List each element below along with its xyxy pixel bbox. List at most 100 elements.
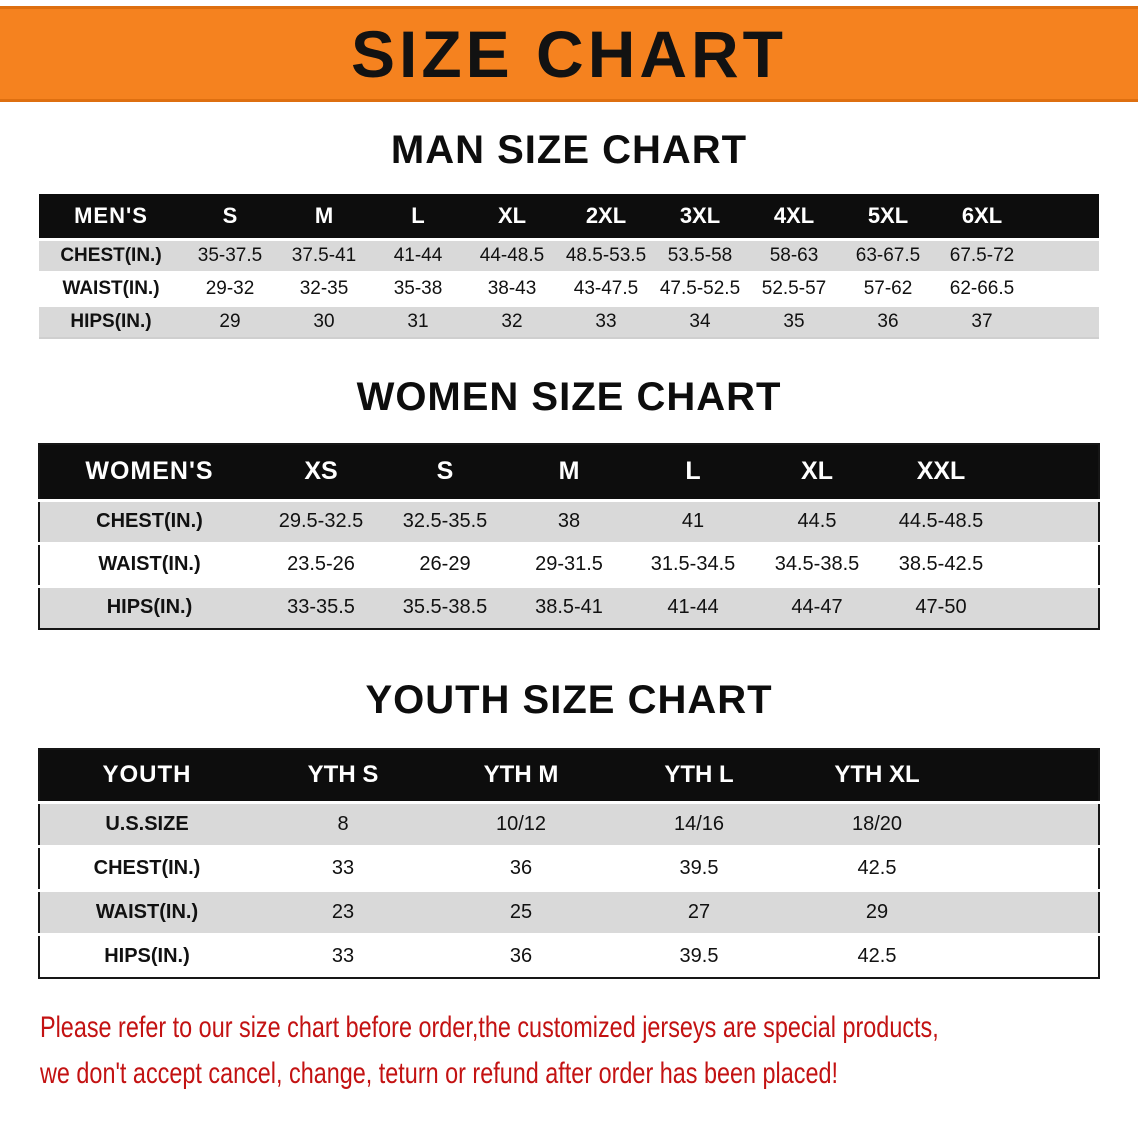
youth-table-corner-label: YOUTH bbox=[39, 749, 254, 802]
table-cell: 31.5-34.5 bbox=[631, 541, 755, 586]
order-policy-note-line2: we don't accept cancel, change, teturn o… bbox=[40, 1057, 838, 1090]
women-chest-row: CHEST(IN.) 29.5-32.5 32.5-35.5 38 41 44.… bbox=[39, 498, 1099, 543]
table-cell: 42.5 bbox=[788, 932, 966, 978]
table-cell: 8 bbox=[254, 800, 432, 846]
table-cell: 39.5 bbox=[610, 844, 788, 890]
women-size-col-m: M bbox=[507, 444, 631, 500]
table-cell: 26-29 bbox=[383, 541, 507, 586]
table-cell: 48.5-53.5 bbox=[559, 237, 653, 272]
men-size-col-6xl: 6XL bbox=[935, 194, 1029, 239]
women-hips-row: HIPS(IN.) 33-35.5 35.5-38.5 38.5-41 41-4… bbox=[39, 584, 1099, 629]
youth-waist-row: WAIST(IN.) 23 25 27 29 bbox=[39, 888, 1099, 934]
row-label-cell: HIPS(IN.) bbox=[39, 932, 254, 978]
table-cell: 53.5-58 bbox=[653, 237, 747, 272]
youth-size-col-l: YTH L bbox=[610, 749, 788, 802]
table-cell: 41 bbox=[631, 498, 755, 543]
women-size-col-s: S bbox=[383, 444, 507, 500]
table-cell: 29-31.5 bbox=[507, 541, 631, 586]
row-label-cell: HIPS(IN.) bbox=[39, 303, 183, 338]
table-cell: 32 bbox=[465, 303, 559, 338]
table-cell: 44-47 bbox=[755, 584, 879, 629]
spacer-cell bbox=[1029, 303, 1099, 338]
table-cell: 10/12 bbox=[432, 800, 610, 846]
table-cell: 31 bbox=[371, 303, 465, 338]
spacer-cell bbox=[1003, 498, 1099, 543]
spacer-cell bbox=[966, 844, 1099, 890]
spacer-cell bbox=[966, 932, 1099, 978]
table-cell: 62-66.5 bbox=[935, 270, 1029, 305]
table-cell: 25 bbox=[432, 888, 610, 934]
order-policy-note: Please refer to our size chart before or… bbox=[40, 1005, 1109, 1097]
spacer-cell bbox=[966, 749, 1099, 802]
table-cell: 44.5 bbox=[755, 498, 879, 543]
youth-hips-row: HIPS(IN.) 33 36 39.5 42.5 bbox=[39, 932, 1099, 978]
table-cell: 36 bbox=[841, 303, 935, 338]
table-cell: 23 bbox=[254, 888, 432, 934]
men-size-col-5xl: 5XL bbox=[841, 194, 935, 239]
spacer-cell bbox=[1029, 194, 1099, 239]
table-cell: 57-62 bbox=[841, 270, 935, 305]
row-label-cell: WAIST(IN.) bbox=[39, 541, 259, 586]
row-label-cell: U.S.SIZE bbox=[39, 800, 254, 846]
table-cell: 32-35 bbox=[277, 270, 371, 305]
table-cell: 47.5-52.5 bbox=[653, 270, 747, 305]
row-label-cell: WAIST(IN.) bbox=[39, 888, 254, 934]
table-cell: 33 bbox=[559, 303, 653, 338]
men-size-table: MEN'S S M L XL 2XL 3XL 4XL 5XL 6XL CHEST… bbox=[39, 194, 1099, 339]
youth-header-row: YOUTH YTH S YTH M YTH L YTH XL bbox=[39, 749, 1099, 802]
spacer-cell bbox=[1003, 444, 1099, 500]
spacer-cell bbox=[1003, 541, 1099, 586]
table-cell: 47-50 bbox=[879, 584, 1003, 629]
table-cell: 35-37.5 bbox=[183, 237, 277, 272]
man-section-title: MAN SIZE CHART bbox=[390, 128, 748, 172]
table-cell: 41-44 bbox=[631, 584, 755, 629]
table-cell: 29.5-32.5 bbox=[259, 498, 383, 543]
table-cell: 38.5-41 bbox=[507, 584, 631, 629]
women-size-col-l: L bbox=[631, 444, 755, 500]
youth-size-table: YOUTH YTH S YTH M YTH L YTH XL U.S.SIZE … bbox=[38, 748, 1100, 979]
size-chart-banner: SIZE CHART bbox=[0, 6, 1138, 102]
spacer-cell bbox=[1029, 237, 1099, 272]
spacer-cell bbox=[1003, 584, 1099, 629]
women-size-col-xl: XL bbox=[755, 444, 879, 500]
table-cell: 29 bbox=[788, 888, 966, 934]
spacer-cell bbox=[966, 888, 1099, 934]
table-cell: 39.5 bbox=[610, 932, 788, 978]
table-cell: 63-67.5 bbox=[841, 237, 935, 272]
table-cell: 30 bbox=[277, 303, 371, 338]
youth-chest-row: CHEST(IN.) 33 36 39.5 42.5 bbox=[39, 844, 1099, 890]
table-cell: 67.5-72 bbox=[935, 237, 1029, 272]
row-label-cell: CHEST(IN.) bbox=[39, 498, 259, 543]
men-size-col-s: S bbox=[183, 194, 277, 239]
table-cell: 37 bbox=[935, 303, 1029, 338]
table-cell: 32.5-35.5 bbox=[383, 498, 507, 543]
women-header-row: WOMEN'S XS S M L XL XXL bbox=[39, 444, 1099, 500]
men-table-corner-label: MEN'S bbox=[39, 194, 183, 239]
table-cell: 27 bbox=[610, 888, 788, 934]
table-cell: 44-48.5 bbox=[465, 237, 559, 272]
table-cell: 34.5-38.5 bbox=[755, 541, 879, 586]
banner-title: SIZE CHART bbox=[351, 17, 787, 91]
men-size-col-3xl: 3XL bbox=[653, 194, 747, 239]
table-cell: 33-35.5 bbox=[259, 584, 383, 629]
table-cell: 58-63 bbox=[747, 237, 841, 272]
youth-size-col-m: YTH M bbox=[432, 749, 610, 802]
women-section-title: WOMEN SIZE CHART bbox=[356, 375, 782, 419]
table-cell: 29 bbox=[183, 303, 277, 338]
table-cell: 52.5-57 bbox=[747, 270, 841, 305]
table-cell: 43-47.5 bbox=[559, 270, 653, 305]
table-cell: 29-32 bbox=[183, 270, 277, 305]
table-cell: 37.5-41 bbox=[277, 237, 371, 272]
table-cell: 36 bbox=[432, 844, 610, 890]
youth-ussize-row: U.S.SIZE 8 10/12 14/16 18/20 bbox=[39, 800, 1099, 846]
table-cell: 18/20 bbox=[788, 800, 966, 846]
table-cell: 35 bbox=[747, 303, 841, 338]
table-cell: 34 bbox=[653, 303, 747, 338]
women-table-corner-label: WOMEN'S bbox=[39, 444, 259, 500]
table-cell: 33 bbox=[254, 844, 432, 890]
table-cell: 33 bbox=[254, 932, 432, 978]
row-label-cell: WAIST(IN.) bbox=[39, 270, 183, 305]
women-size-col-xxl: XXL bbox=[879, 444, 1003, 500]
row-label-cell: CHEST(IN.) bbox=[39, 844, 254, 890]
table-cell: 35-38 bbox=[371, 270, 465, 305]
